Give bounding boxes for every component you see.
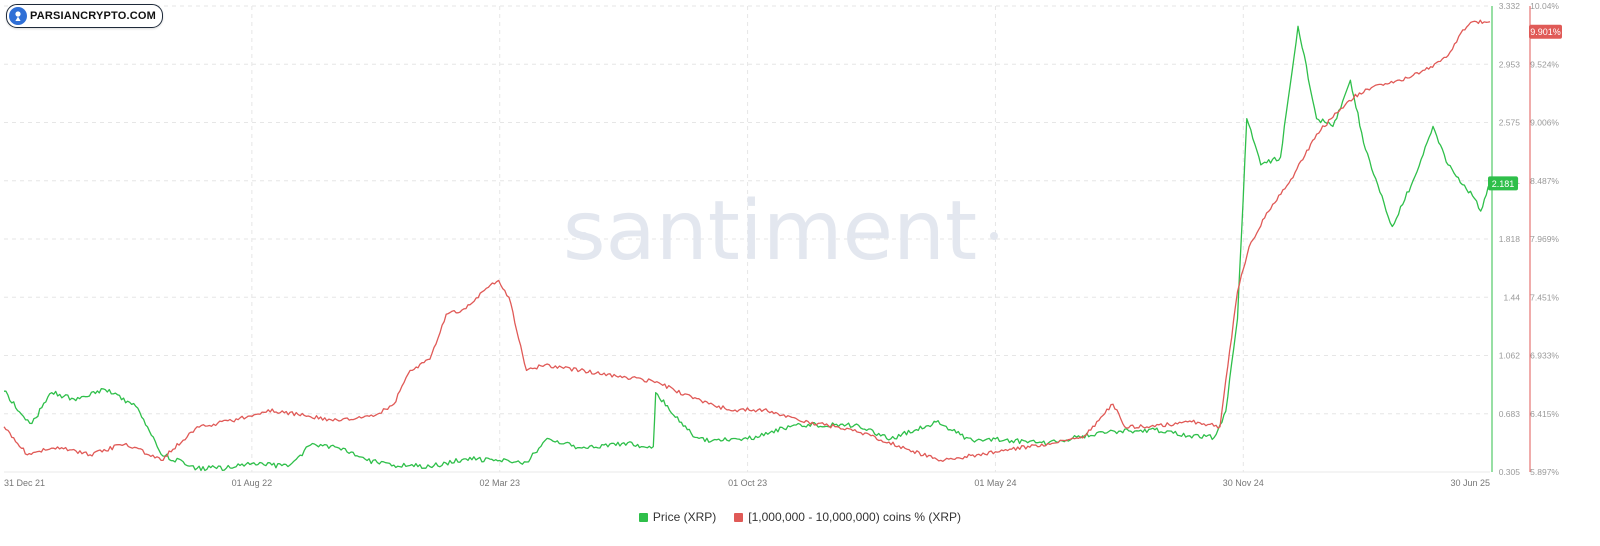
holders-tick-label: 10.04% bbox=[1530, 1, 1559, 11]
logo-text: PARSIANCRYPTO.COM bbox=[30, 10, 157, 22]
logo-mark-icon bbox=[9, 7, 27, 25]
price-tick-label: 2.953 bbox=[1499, 59, 1521, 69]
value-labels: 2.181 9.901% bbox=[1488, 24, 1562, 191]
holders-current-label: 9.901% bbox=[1530, 27, 1561, 37]
holders-tick-label: 6.933% bbox=[1530, 351, 1559, 361]
x-tick-label: 02 Mar 23 bbox=[479, 478, 520, 488]
watermark-dot-right bbox=[990, 232, 998, 240]
holders-tick-label: 7.451% bbox=[1530, 292, 1559, 302]
price-series-line bbox=[4, 25, 1491, 472]
legend-label-holders: [1,000,000 - 10,000,000) coins % (XRP) bbox=[748, 510, 962, 524]
holders-current-badge bbox=[1529, 24, 1562, 39]
holders-tick-label: 7.969% bbox=[1530, 234, 1559, 244]
axes: 3.332 10.04% 2.953 9.524% 2.575 9.006% 2.181 8.… bbox=[4, 1, 1559, 488]
price-tick-label: 2.575 bbox=[1499, 118, 1521, 128]
holders-tick-label: 8.487% bbox=[1530, 176, 1559, 186]
holders-tick-label: 9.524% bbox=[1530, 59, 1559, 69]
legend-item-holders[interactable]: [1,000,000 - 10,000,000) coins % (XRP) bbox=[734, 510, 961, 524]
price-tick-label: 0.683 bbox=[1499, 409, 1521, 419]
legend-label-price: Price (XRP) bbox=[652, 510, 717, 524]
price-current-badge bbox=[1488, 176, 1518, 191]
legend-item-price[interactable]: Price (XRP) bbox=[638, 510, 717, 524]
x-tick-label: 01 Oct 23 bbox=[728, 478, 767, 488]
holders-tick-label: 6.415% bbox=[1530, 409, 1559, 419]
x-tick-label: 31 Dec 21 bbox=[4, 478, 45, 488]
legend-swatch-price bbox=[638, 512, 648, 522]
price-tick-label: 1.818 bbox=[1499, 234, 1521, 244]
chart-legend: Price (XRP) [1,000,000 - 10,000,000) coi… bbox=[0, 510, 1600, 524]
watermark-dot-left bbox=[580, 232, 588, 240]
price-tick-label: 3.332 bbox=[1499, 1, 1521, 11]
price-tick-label: 1.44 bbox=[1503, 292, 1520, 302]
holders-tick-label: 9.006% bbox=[1530, 118, 1559, 128]
santiment-watermark: santiment bbox=[563, 184, 977, 279]
holders-series-line bbox=[3, 19, 1491, 462]
price-tick-label: 0.305 bbox=[1499, 467, 1521, 477]
legend-swatch-holders bbox=[734, 512, 744, 522]
price-tick-label: 1.062 bbox=[1499, 351, 1521, 361]
price-current-label: 2.181 bbox=[1492, 179, 1515, 189]
x-tick-label: 01 Aug 22 bbox=[232, 478, 273, 488]
holders-tick-label: 5.897% bbox=[1530, 467, 1559, 477]
x-tick-label: 30 Jun 25 bbox=[1450, 478, 1490, 488]
parsiancrypto-logo: PARSIANCRYPTO.COM bbox=[6, 4, 164, 28]
x-tick-label: 01 May 24 bbox=[974, 478, 1016, 488]
series bbox=[3, 19, 1491, 472]
x-tick-label: 30 Nov 24 bbox=[1223, 478, 1264, 488]
